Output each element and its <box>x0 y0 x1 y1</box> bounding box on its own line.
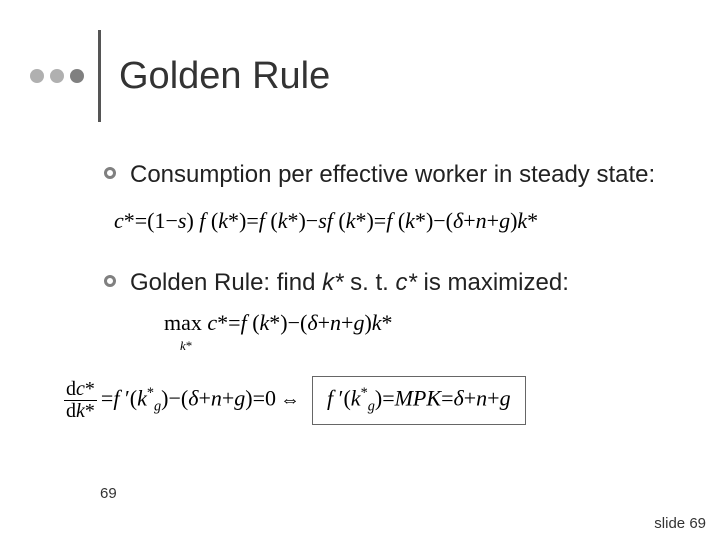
equation-2-main: max c*=f (k*)−(δ+n+g)k* <box>164 312 670 334</box>
equation-2: max c*=f (k*)−(δ+n+g)k* k* <box>164 312 670 354</box>
slide-header: Golden Rule <box>30 30 690 122</box>
page-title: Golden Rule <box>119 55 330 98</box>
bullet-text-part: Golden Rule: find <box>130 269 322 296</box>
bullet-text: Consumption per effective worker in stea… <box>130 160 655 190</box>
math-var: k* <box>322 269 343 296</box>
fraction: dc* dk* <box>64 379 97 422</box>
equation-1: c*=(1−s) f (k*)=f (k*)−sf (k*)=f (k*)−(δ… <box>114 208 670 234</box>
bullet-text-part: is maximized: <box>417 269 569 296</box>
equation-3-mid: =f ′(k*g)−(δ+n+g)=0 <box>101 385 276 416</box>
bullet-text-part: s. t. <box>343 269 395 296</box>
dot-icon <box>70 69 84 83</box>
double-arrow-icon: ⇔ <box>280 389 300 412</box>
bullet-item: Golden Rule: find k* s. t. c* is maximiz… <box>104 268 670 298</box>
bullet-text: Golden Rule: find k* s. t. c* is maximiz… <box>130 268 569 298</box>
equation-3: dc* dk* =f ′(k*g)−(δ+n+g)=0 ⇔ f ′(k*g)=M… <box>64 376 670 425</box>
bullet-item: Consumption per effective worker in stea… <box>104 160 670 190</box>
vertical-bar-icon <box>98 30 101 122</box>
boxed-equation: f ′(k*g)=MPK=δ+n+g <box>312 376 526 425</box>
fraction-numerator: dc* <box>64 379 97 400</box>
fraction-denominator: dk* <box>64 401 97 422</box>
decorative-dots <box>30 69 84 83</box>
equation-2-subscript: k* <box>180 338 670 354</box>
slide: Golden Rule Consumption per effective wo… <box>0 0 720 540</box>
bullet-icon <box>104 275 116 287</box>
math-var: c* <box>395 269 416 296</box>
slide-content: Consumption per effective worker in stea… <box>30 160 690 425</box>
bullet-icon <box>104 167 116 179</box>
page-number-small: 69 <box>100 485 117 502</box>
slide-number: slide 69 <box>654 515 706 532</box>
dot-icon <box>30 69 44 83</box>
dot-icon <box>50 69 64 83</box>
